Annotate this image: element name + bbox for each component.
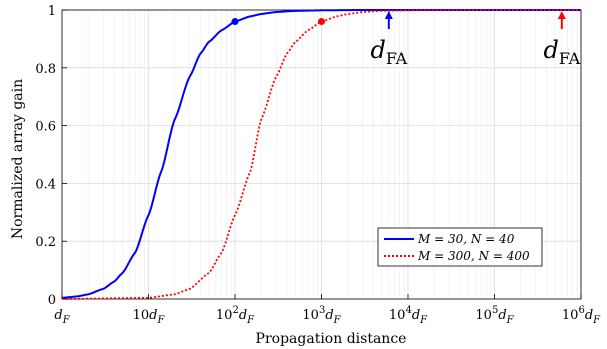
y-tick-label: 0.2 xyxy=(35,235,56,250)
annotation-arrow-head xyxy=(384,11,393,19)
legend-label-1: M = 30, N = 40 xyxy=(417,232,515,246)
x-tick-label: 10dF xyxy=(133,308,166,326)
x-axis-ticks: dF 10dF 102dF 103dF 104dF 105dF 106dF xyxy=(54,294,601,326)
series-marker-2 xyxy=(318,18,325,26)
x-tick-label: 106dF xyxy=(562,305,601,326)
annotation-label: dFA xyxy=(543,36,580,68)
y-tick-label: 1 xyxy=(48,4,56,19)
y-tick-label: 0.6 xyxy=(35,120,56,135)
x-tick-label: 104dF xyxy=(389,305,428,326)
x-tick-label: 102dF xyxy=(216,305,255,326)
x-tick-label: 105dF xyxy=(475,305,514,326)
annotation-arrow-head xyxy=(557,11,566,19)
y-axis-label: Normalized array gain xyxy=(10,79,26,239)
x-tick-label: 103dF xyxy=(302,305,341,326)
series-marker-1 xyxy=(231,18,239,26)
legend-box xyxy=(377,227,543,267)
series-lines xyxy=(61,9,581,300)
annotations: dFA dFA xyxy=(370,11,581,68)
y-tick-label: 0.8 xyxy=(35,62,56,77)
annotation-label: dFA xyxy=(370,36,407,68)
x-tick-label: dF xyxy=(54,308,70,326)
legend-label-2: M = 300, N = 400 xyxy=(417,249,530,263)
y-tick-label: 0 xyxy=(48,293,56,308)
y-axis-ticks: 0 0.2 0.4 0.6 0.8 1 xyxy=(35,4,67,308)
legend: M = 30, N = 40 M = 300, N = 400 xyxy=(377,227,543,267)
series-line-1 xyxy=(61,9,581,299)
y-tick-label: 0.4 xyxy=(35,177,56,192)
x-axis-label: Propagation distance xyxy=(256,331,407,347)
